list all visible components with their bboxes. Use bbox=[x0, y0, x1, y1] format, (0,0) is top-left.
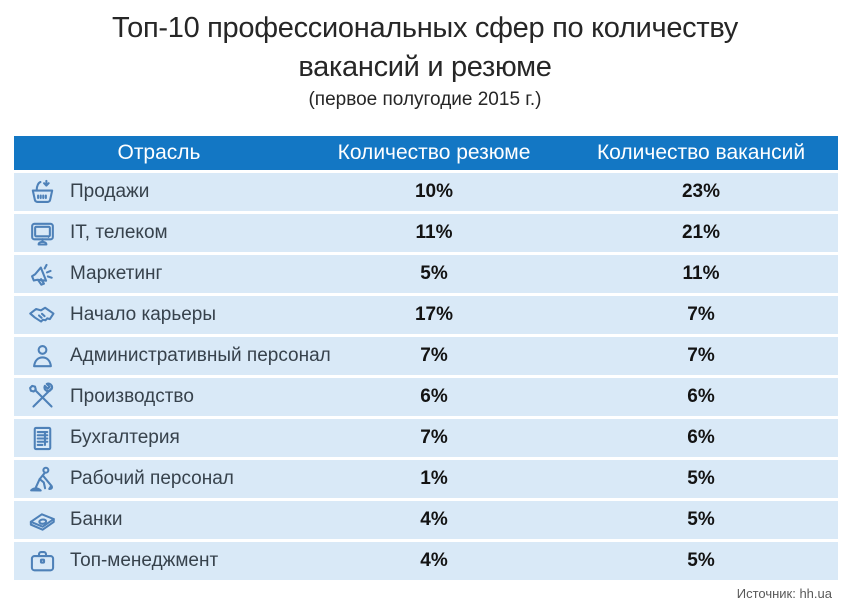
industry-label: Начало карьеры bbox=[70, 304, 217, 325]
column-header-resumes: Количество резюме bbox=[337, 141, 531, 164]
resume-value: 17% bbox=[414, 304, 454, 325]
table-row: Бухгалтерия 7% 6% bbox=[14, 419, 838, 457]
table-row: Продажи 10% 23% bbox=[14, 173, 838, 211]
table-row: Банки 4% 5% bbox=[14, 501, 838, 539]
vacancy-value: 23% bbox=[681, 181, 721, 202]
table-body: Продажи 10% 23% IT, телеком 11% 21% Маркетинг 5… bbox=[14, 173, 838, 580]
table-row: IT, телеком 11% 21% bbox=[14, 214, 838, 252]
megaphone-icon bbox=[14, 259, 70, 290]
monitor-icon bbox=[14, 218, 70, 249]
top10-table: Отрасль Количество резюме Количество вак… bbox=[14, 136, 838, 580]
vacancy-value: 5% bbox=[687, 509, 715, 530]
industry-label: Бухгалтерия bbox=[70, 427, 180, 448]
table-row: Административный персонал 7% 7% bbox=[14, 337, 838, 375]
column-header-industry: Отрасль bbox=[117, 141, 201, 164]
resume-value: 7% bbox=[420, 427, 448, 448]
table-header-row: Отрасль Количество резюме Количество вак… bbox=[14, 136, 838, 170]
industry-label: Продажи bbox=[70, 181, 150, 202]
page-title: Топ-10 профессиональных сфер по количест… bbox=[112, 12, 738, 84]
banknotes-icon bbox=[14, 505, 70, 536]
resume-value: 7% bbox=[420, 345, 448, 366]
worker-icon bbox=[14, 464, 70, 495]
table-row: Рабочий персонал 1% 5% bbox=[14, 460, 838, 498]
handshake-icon bbox=[14, 300, 70, 331]
resume-value: 4% bbox=[420, 509, 448, 530]
briefcase-icon bbox=[14, 546, 70, 577]
industry-label: Рабочий персонал bbox=[70, 468, 234, 489]
table-row: Топ-менеджмент 4% 5% bbox=[14, 542, 838, 580]
person-icon bbox=[14, 341, 70, 372]
vacancy-value: 5% bbox=[687, 550, 715, 571]
table-row: Начало карьеры 17% 7% bbox=[14, 296, 838, 334]
industry-label: Административный персонал bbox=[70, 345, 331, 366]
resume-value: 6% bbox=[420, 386, 448, 407]
source-caption: Источник: hh.ua bbox=[736, 586, 832, 601]
vacancy-value: 5% bbox=[687, 468, 715, 489]
table-row: Производство 6% 6% bbox=[14, 378, 838, 416]
column-header-vacancies: Количество вакансий bbox=[596, 141, 806, 164]
vacancy-value: 7% bbox=[687, 304, 715, 325]
resume-value: 10% bbox=[414, 181, 454, 202]
vacancy-value: 6% bbox=[687, 427, 715, 448]
resume-value: 1% bbox=[420, 468, 448, 489]
vacancy-value: 11% bbox=[682, 263, 720, 284]
table-row: Маркетинг 5% 11% bbox=[14, 255, 838, 293]
page-subtitle: (первое полугодие 2015 г.) bbox=[308, 88, 542, 110]
industry-label: IT, телеком bbox=[70, 222, 168, 243]
ledger-icon bbox=[14, 423, 70, 454]
basket-icon bbox=[14, 177, 70, 208]
vacancy-value: 6% bbox=[687, 386, 715, 407]
resume-value: 5% bbox=[420, 263, 448, 284]
industry-label: Топ-менеджмент bbox=[70, 550, 219, 571]
industry-label: Маркетинг bbox=[70, 263, 163, 284]
tools-icon bbox=[14, 382, 70, 413]
resume-value: 4% bbox=[420, 550, 448, 571]
resume-value: 11% bbox=[415, 222, 453, 243]
vacancy-value: 21% bbox=[681, 222, 721, 243]
industry-label: Производство bbox=[70, 386, 194, 407]
industry-label: Банки bbox=[70, 509, 123, 530]
vacancy-value: 7% bbox=[687, 345, 715, 366]
